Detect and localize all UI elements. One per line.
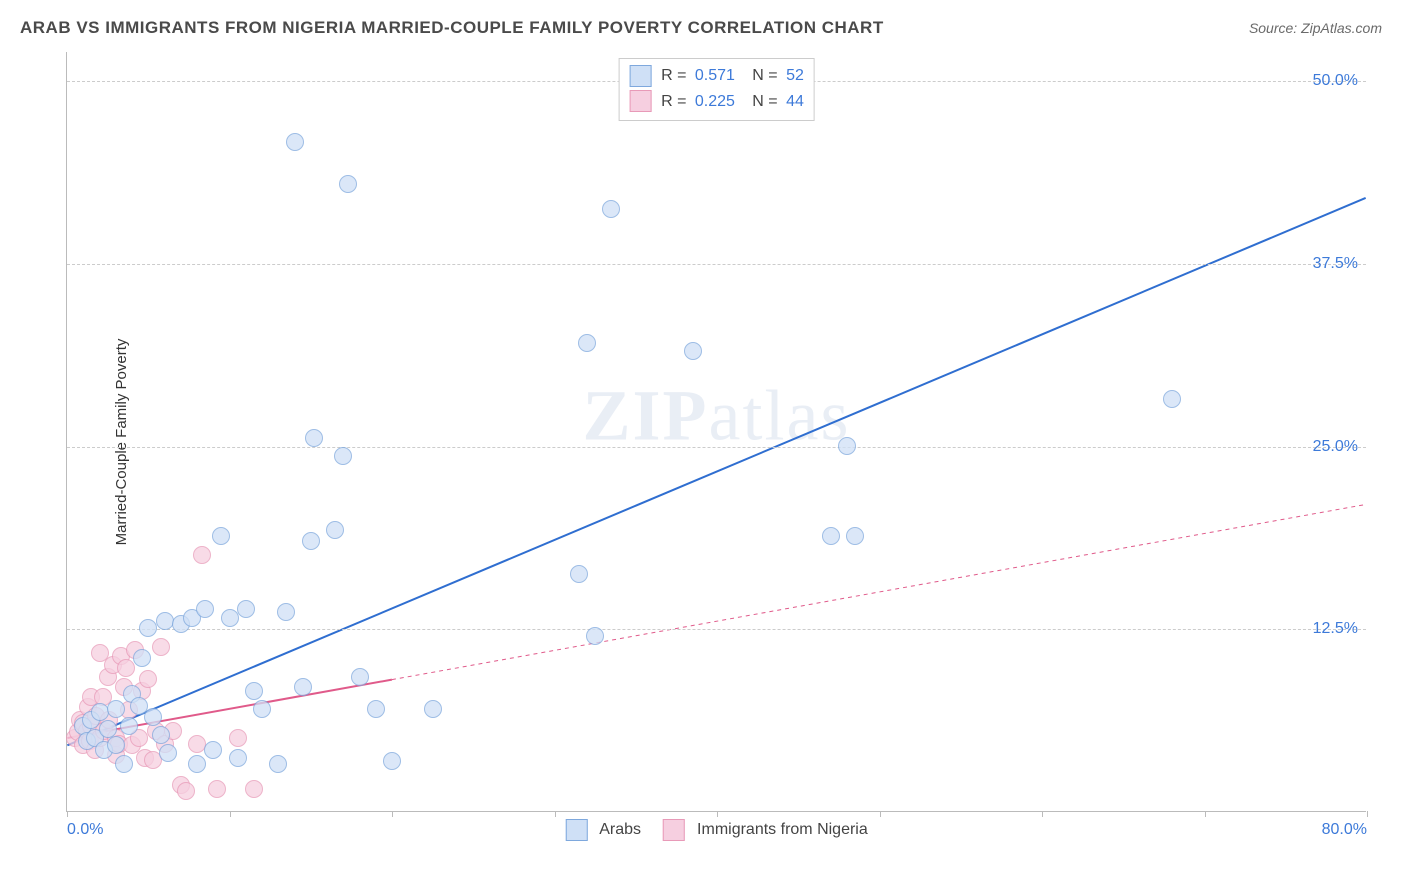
legend-r-label: R = bbox=[661, 89, 686, 115]
legend-r-label: R = bbox=[661, 63, 686, 89]
data-point bbox=[204, 741, 222, 759]
data-point bbox=[139, 619, 157, 637]
data-point bbox=[133, 649, 151, 667]
legend-swatch bbox=[629, 65, 651, 87]
legend-r-value: 0.225 bbox=[690, 89, 734, 115]
data-point bbox=[188, 755, 206, 773]
correlation-legend: R = 0.571 N = 52R = 0.225 N = 44 bbox=[618, 58, 815, 121]
series-legend: Arabs Immigrants from Nigeria bbox=[565, 819, 868, 841]
x-tick bbox=[717, 811, 718, 817]
data-point bbox=[277, 603, 295, 621]
data-point bbox=[177, 782, 195, 800]
legend-n-value: 52 bbox=[782, 63, 804, 89]
legend-row: R = 0.571 N = 52 bbox=[629, 63, 804, 89]
y-tick-label: 12.5% bbox=[1313, 620, 1358, 638]
data-point bbox=[1163, 390, 1181, 408]
trend-lines bbox=[67, 52, 1366, 811]
gridline bbox=[67, 264, 1366, 265]
legend-swatch bbox=[663, 819, 685, 841]
x-tick bbox=[1205, 811, 1206, 817]
data-point bbox=[334, 447, 352, 465]
chart-container: Married-Couple Family Poverty ZIPatlas R… bbox=[48, 52, 1388, 832]
data-point bbox=[196, 600, 214, 618]
chart-source: Source: ZipAtlas.com bbox=[1249, 20, 1382, 36]
data-point bbox=[120, 717, 138, 735]
legend-label: Arabs bbox=[599, 821, 641, 839]
data-point bbox=[152, 638, 170, 656]
data-point bbox=[107, 700, 125, 718]
data-point bbox=[326, 521, 344, 539]
legend-n-label: N = bbox=[739, 89, 778, 115]
data-point bbox=[156, 612, 174, 630]
y-tick-label: 50.0% bbox=[1313, 72, 1358, 90]
gridline bbox=[67, 447, 1366, 448]
plot-area: ZIPatlas R = 0.571 N = 52R = 0.225 N = 4… bbox=[66, 52, 1366, 812]
data-point bbox=[294, 678, 312, 696]
chart-title: ARAB VS IMMIGRANTS FROM NIGERIA MARRIED-… bbox=[20, 18, 884, 38]
data-point bbox=[822, 527, 840, 545]
x-tick-label: 80.0% bbox=[1322, 821, 1367, 839]
data-point bbox=[193, 546, 211, 564]
x-tick bbox=[392, 811, 393, 817]
data-point bbox=[91, 703, 109, 721]
data-point bbox=[269, 755, 287, 773]
x-tick bbox=[67, 811, 68, 817]
data-point bbox=[570, 565, 588, 583]
data-point bbox=[846, 527, 864, 545]
legend-row: R = 0.225 N = 44 bbox=[629, 89, 804, 115]
data-point bbox=[305, 429, 323, 447]
data-point bbox=[253, 700, 271, 718]
data-point bbox=[586, 627, 604, 645]
legend-item: Arabs bbox=[565, 819, 641, 841]
data-point bbox=[115, 755, 133, 773]
data-point bbox=[578, 334, 596, 352]
x-tick bbox=[1367, 811, 1368, 817]
data-point bbox=[237, 600, 255, 618]
data-point bbox=[383, 752, 401, 770]
data-point bbox=[245, 682, 263, 700]
data-point bbox=[139, 670, 157, 688]
x-tick bbox=[230, 811, 231, 817]
data-point bbox=[424, 700, 442, 718]
data-point bbox=[229, 729, 247, 747]
data-point bbox=[208, 780, 226, 798]
data-point bbox=[117, 659, 135, 677]
data-point bbox=[159, 744, 177, 762]
legend-n-value: 44 bbox=[782, 89, 804, 115]
legend-swatch bbox=[629, 90, 651, 112]
data-point bbox=[212, 527, 230, 545]
legend-r-value: 0.571 bbox=[690, 63, 734, 89]
x-tick bbox=[880, 811, 881, 817]
data-point bbox=[339, 175, 357, 193]
data-point bbox=[229, 749, 247, 767]
data-point bbox=[684, 342, 702, 360]
data-point bbox=[144, 708, 162, 726]
y-tick-label: 37.5% bbox=[1313, 255, 1358, 273]
legend-n-label: N = bbox=[739, 63, 778, 89]
legend-label: Immigrants from Nigeria bbox=[697, 821, 868, 839]
x-tick bbox=[555, 811, 556, 817]
data-point bbox=[221, 609, 239, 627]
data-point bbox=[367, 700, 385, 718]
legend-swatch bbox=[565, 819, 587, 841]
data-point bbox=[838, 437, 856, 455]
data-point bbox=[107, 736, 125, 754]
data-point bbox=[286, 133, 304, 151]
x-tick-label: 0.0% bbox=[67, 821, 103, 839]
watermark: ZIPatlas bbox=[583, 375, 851, 458]
data-point bbox=[302, 532, 320, 550]
data-point bbox=[152, 726, 170, 744]
legend-item: Immigrants from Nigeria bbox=[663, 819, 868, 841]
y-tick-label: 25.0% bbox=[1313, 438, 1358, 456]
x-tick bbox=[1042, 811, 1043, 817]
gridline bbox=[67, 629, 1366, 630]
data-point bbox=[602, 200, 620, 218]
data-point bbox=[351, 668, 369, 686]
data-point bbox=[245, 780, 263, 798]
